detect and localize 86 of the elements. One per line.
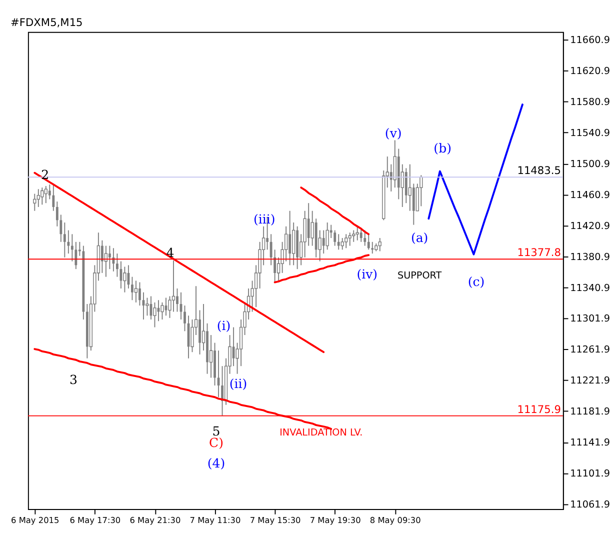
y-tick-label: 11221.9 bbox=[570, 376, 610, 387]
candlestick bbox=[160, 302, 164, 320]
candlestick bbox=[356, 226, 359, 241]
candlestick bbox=[36, 188, 40, 208]
candlestick bbox=[108, 245, 111, 270]
candlestick bbox=[412, 183, 415, 226]
candlestick bbox=[33, 193, 36, 212]
ref-line-label: 11175.9 bbox=[517, 404, 562, 416]
candlestick bbox=[360, 227, 362, 242]
annotation: (c) bbox=[468, 274, 485, 290]
candlestick bbox=[48, 184, 51, 200]
annotation: INVALIDATION LV. bbox=[280, 428, 363, 439]
x-tick-label: 6 May 2015 bbox=[11, 515, 60, 526]
candlestick bbox=[340, 238, 344, 250]
line-series bbox=[300, 186, 370, 236]
x-tick-label: 7 May 15:30 bbox=[250, 515, 301, 526]
annotation: (a) bbox=[410, 230, 428, 245]
candlestick bbox=[404, 168, 408, 204]
candlestick bbox=[172, 260, 176, 312]
annotation: (iv) bbox=[356, 266, 378, 282]
candlestick bbox=[367, 234, 370, 250]
candlestick bbox=[56, 201, 58, 227]
candlestick bbox=[70, 234, 74, 262]
candlestick bbox=[138, 282, 141, 306]
candlestick bbox=[60, 214, 62, 242]
y-tick-label: 11340.9 bbox=[570, 283, 610, 294]
candlestick bbox=[288, 210, 292, 266]
candlestick bbox=[209, 334, 213, 378]
candlestick bbox=[337, 234, 340, 250]
candlestick bbox=[176, 288, 178, 312]
candlestick bbox=[344, 234, 348, 249]
y-tick-label: 11061.9 bbox=[570, 500, 610, 511]
annotation: 2 bbox=[41, 166, 50, 182]
candlestick bbox=[74, 241, 78, 270]
candlestick bbox=[274, 249, 276, 283]
y-tick-label: 11460.9 bbox=[570, 190, 610, 202]
x-tick-label: 6 May 21:30 bbox=[130, 515, 181, 526]
candlestick bbox=[307, 202, 310, 246]
annotation: (b) bbox=[434, 140, 452, 156]
y-tick-label: 11420.9 bbox=[570, 221, 610, 232]
y-tick-label: 11620.9 bbox=[570, 66, 610, 77]
x-tick-label: 8 May 09:30 bbox=[370, 515, 421, 526]
annotation: (v) bbox=[384, 125, 402, 140]
ref-line-label: 11377.8 bbox=[517, 247, 562, 260]
candlestick bbox=[131, 276, 134, 301]
candlestick bbox=[378, 238, 382, 252]
candlestick bbox=[334, 230, 336, 246]
y-tick-label: 11101.9 bbox=[570, 468, 610, 480]
candlestick bbox=[348, 232, 352, 246]
candlestick bbox=[134, 280, 138, 303]
y-tick-label: 11261.9 bbox=[570, 344, 610, 356]
y-tick-label: 11660.9 bbox=[570, 34, 610, 46]
ref-line-label: 11483.5 bbox=[517, 165, 562, 178]
candlestick bbox=[44, 186, 48, 204]
annotation: (iii) bbox=[254, 211, 276, 226]
candlestick bbox=[322, 230, 325, 254]
x-tick-label: 7 May 11:30 bbox=[190, 515, 241, 526]
y-tick-label: 11500.9 bbox=[570, 158, 610, 170]
candlestick bbox=[52, 184, 55, 212]
y-tick-label: 11540.9 bbox=[570, 128, 610, 139]
y-tick-label: 11380.9 bbox=[570, 252, 610, 264]
annotation: (4) bbox=[207, 456, 226, 471]
candlestick bbox=[116, 253, 118, 278]
y-tick-label: 11580.9 bbox=[570, 96, 610, 108]
candlestick bbox=[184, 305, 186, 332]
candlestick bbox=[420, 174, 423, 207]
x-tick-label: 6 May 17:30 bbox=[70, 515, 121, 526]
annotation: 3 bbox=[69, 372, 78, 388]
candlestick bbox=[198, 310, 201, 355]
annotation: SUPPORT bbox=[397, 270, 442, 282]
candlestick bbox=[364, 230, 366, 246]
candlestick bbox=[67, 230, 70, 254]
annotation: (i) bbox=[216, 318, 231, 334]
candlestick bbox=[270, 234, 272, 266]
candlestick bbox=[63, 222, 66, 258]
x-tick-label: 7 May 19:30 bbox=[310, 515, 361, 526]
y-tick-label: 11141.9 bbox=[570, 438, 610, 449]
candlestick bbox=[100, 240, 104, 274]
candlestick bbox=[371, 241, 374, 254]
y-tick-label: 11301.9 bbox=[570, 313, 610, 324]
candlestick bbox=[221, 366, 224, 416]
candlestick bbox=[40, 187, 44, 206]
candlestick bbox=[326, 222, 329, 250]
chart-title: #FDXM5,M15 bbox=[10, 17, 83, 30]
annotation: (ii) bbox=[229, 376, 248, 391]
y-tick-label: 11181.9 bbox=[570, 406, 610, 418]
